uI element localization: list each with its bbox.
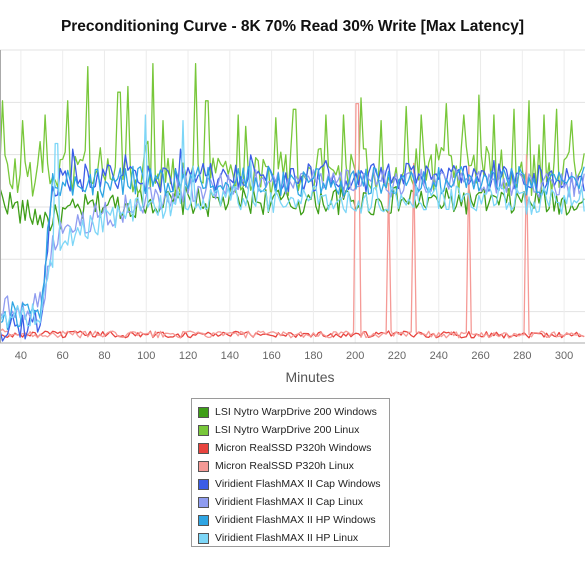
- legend-item[interactable]: Micron RealSSD P320h Linux: [192, 457, 389, 475]
- series-line-6: [0, 168, 585, 320]
- legend-swatch: [198, 442, 209, 454]
- x-tick-label: 220: [388, 350, 406, 362]
- legend-item[interactable]: Micron RealSSD P320h Windows: [192, 439, 389, 457]
- x-axis: 40 60 80 100 120 140 160 180 200 220 240 260 280 300: [0, 50, 585, 362]
- x-tick-label: 60: [57, 350, 69, 362]
- legend-swatch: [198, 424, 209, 436]
- x-tick-label: 240: [430, 350, 448, 362]
- x-tick-label: 200: [346, 350, 364, 362]
- legend-item[interactable]: Viridient FlashMAX II HP Linux: [192, 529, 389, 547]
- legend-item[interactable]: Viridient FlashMAX II Cap Windows: [192, 475, 389, 493]
- x-tick-label: 140: [221, 350, 239, 362]
- series-line-7: [0, 165, 585, 331]
- legend-item[interactable]: Viridient FlashMAX II Cap Linux: [192, 493, 389, 511]
- x-tick-label: 100: [137, 350, 155, 362]
- series-line-8: [0, 114, 585, 328]
- legend-label: Micron RealSSD P320h Windows: [215, 442, 372, 454]
- x-tick-label: 180: [304, 350, 322, 362]
- x-axis-label: Minutes: [285, 369, 335, 385]
- series-line-3: [0, 330, 585, 339]
- series-layer: [0, 63, 585, 342]
- legend-label: Viridient FlashMAX II Cap Windows: [215, 478, 381, 490]
- legend-swatch: [198, 514, 209, 526]
- legend-item[interactable]: LSI Nytro WarpDrive 200 Windows: [192, 403, 389, 421]
- legend-item[interactable]: LSI Nytro WarpDrive 200 Linux: [192, 421, 389, 439]
- series-line-4: [0, 102, 585, 339]
- legend: LSI Nytro WarpDrive 200 Windows LSI Nytro…: [191, 398, 390, 547]
- x-tick-label: 160: [262, 350, 280, 362]
- legend-swatch: [198, 532, 209, 544]
- x-tick-label: 260: [471, 350, 489, 362]
- x-tick-label: 80: [98, 350, 110, 362]
- legend-label: Viridient FlashMAX II HP Windows: [215, 514, 376, 526]
- legend-label: LSI Nytro WarpDrive 200 Linux: [215, 424, 360, 436]
- legend-label: Micron RealSSD P320h Linux: [215, 460, 354, 472]
- x-tick-label: 300: [555, 350, 573, 362]
- legend-item[interactable]: Viridient FlashMAX II HP Windows: [192, 511, 389, 529]
- x-tick-label: 280: [513, 350, 531, 362]
- legend-swatch: [198, 406, 209, 418]
- x-tick-label: 40: [15, 350, 27, 362]
- chart-title: Preconditioning Curve - 8K 70% Read 30% …: [60, 18, 525, 35]
- legend-swatch: [198, 460, 209, 472]
- legend-label: Viridient FlashMAX II Cap Linux: [215, 496, 364, 508]
- legend-swatch: [198, 496, 209, 508]
- legend-label: Viridient FlashMAX II HP Linux: [215, 532, 359, 544]
- x-tick-label: 120: [179, 350, 197, 362]
- series-line-1: [0, 185, 585, 232]
- legend-label: LSI Nytro WarpDrive 200 Windows: [215, 406, 377, 418]
- legend-swatch: [198, 478, 209, 490]
